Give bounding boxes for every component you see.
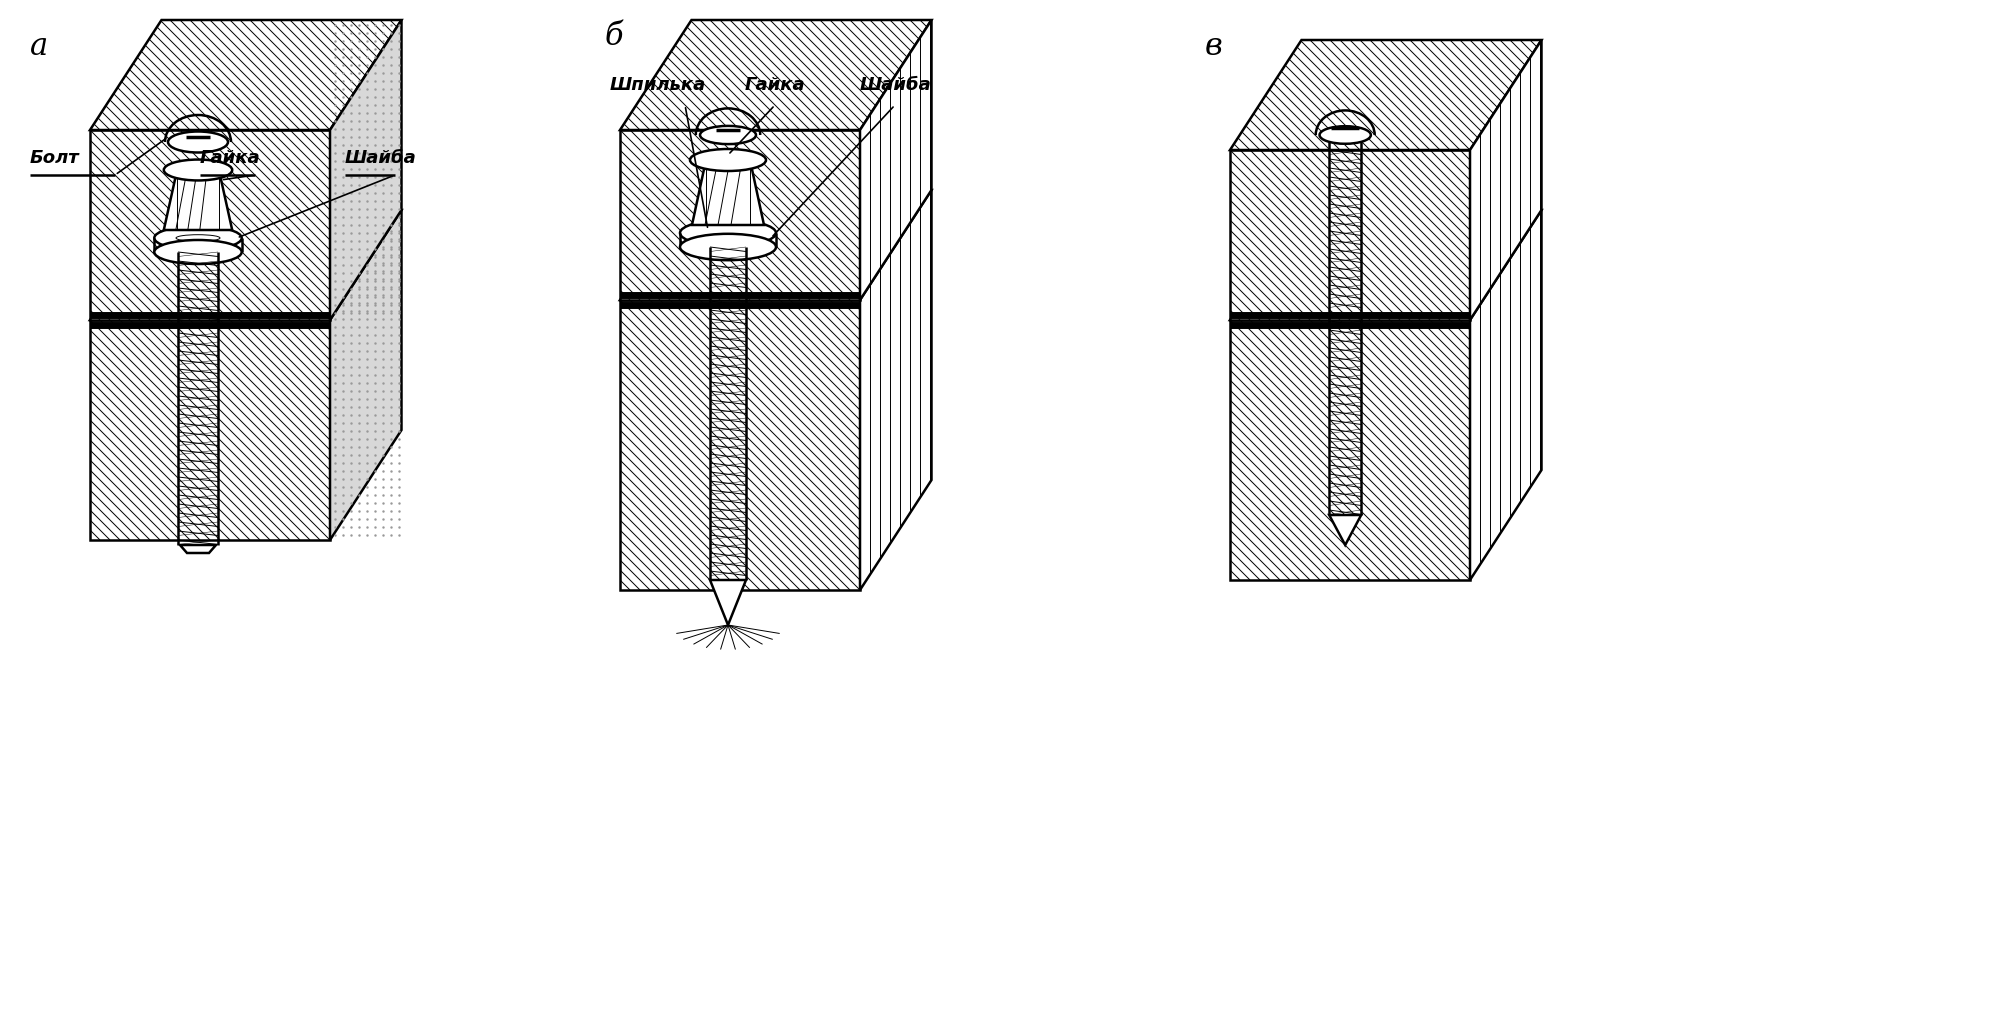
Polygon shape [859,190,931,590]
Text: а: а [30,31,48,62]
Ellipse shape [163,159,233,181]
Polygon shape [1329,515,1360,545]
Polygon shape [163,170,233,230]
Polygon shape [692,160,764,225]
Ellipse shape [680,234,776,260]
Ellipse shape [1319,126,1370,143]
Ellipse shape [175,235,221,241]
Polygon shape [859,20,931,300]
Polygon shape [90,210,402,320]
Ellipse shape [680,220,776,246]
Polygon shape [90,20,402,130]
Text: Гайка: Гайка [201,149,261,167]
Ellipse shape [155,240,241,264]
Polygon shape [1470,40,1541,320]
Text: Болт: Болт [30,149,80,167]
Ellipse shape [690,149,766,171]
Polygon shape [1229,210,1541,320]
Polygon shape [90,130,330,320]
Polygon shape [621,300,859,590]
Polygon shape [90,320,330,540]
Text: Шайба: Шайба [344,149,416,167]
Text: Гайка: Гайка [744,76,806,94]
Polygon shape [621,130,859,300]
Polygon shape [1470,210,1541,580]
Text: Шайба: Шайба [859,76,931,94]
Polygon shape [179,545,217,553]
Ellipse shape [700,126,756,144]
Polygon shape [621,190,931,300]
Polygon shape [1229,320,1470,580]
Polygon shape [1229,150,1470,320]
Polygon shape [621,20,931,130]
Ellipse shape [167,131,229,152]
Polygon shape [330,210,402,540]
Text: б: б [605,21,623,52]
Polygon shape [330,20,402,320]
Polygon shape [1229,40,1541,150]
Ellipse shape [155,226,241,250]
Polygon shape [710,580,746,625]
Text: в: в [1205,31,1221,62]
Text: Шпилька: Шпилька [611,76,706,94]
